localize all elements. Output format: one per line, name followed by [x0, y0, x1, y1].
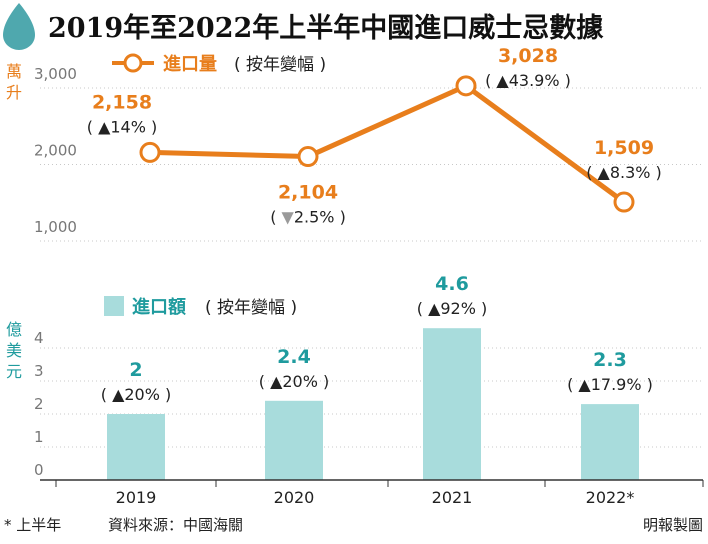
chart-title: 2019年至2022年上半年中國進口威士忌數據 [48, 12, 604, 44]
line-change-label: ( ▲43.9% ) [485, 71, 571, 90]
bar-legend-note: ( 按年變幅 ) [205, 298, 297, 318]
line-ytick-label: 1,000 [34, 218, 77, 236]
decrease-triangle-icon: ▼ [282, 208, 295, 227]
bar-value-label: 2 [129, 359, 142, 381]
footer-credit: 明報製圖 [643, 516, 703, 534]
bar-unit-char: 億 [6, 320, 22, 339]
bar-ytick-label: 3 [34, 362, 44, 380]
bar-value-label: 4.6 [435, 273, 469, 295]
bar-legend-label: 進口額 [132, 296, 186, 318]
line-value-label: 3,028 [498, 45, 558, 67]
bar-value-label: 2.4 [277, 346, 311, 368]
bar-ytick-label: 2 [34, 395, 44, 413]
line-unit-char: 萬 [6, 62, 22, 81]
line-legend-note: ( 按年變幅 ) [234, 55, 326, 75]
line-ytick-label: 3,000 [34, 65, 77, 83]
bar-unit-char: 元 [6, 362, 22, 381]
bar-unit-char: 美 [6, 341, 22, 360]
bar-change-label: ( ▲17.9% ) [567, 375, 653, 394]
line-change-label: ( ▲14% ) [87, 117, 158, 136]
line-series-path [149, 83, 626, 205]
bar-ytick-label: 4 [34, 329, 44, 347]
bar [423, 328, 481, 480]
line-legend-swatch-marker [123, 53, 143, 73]
line-legend-label: 進口量 [163, 53, 217, 75]
bar-change-label: ( ▲20% ) [101, 385, 172, 404]
drop-icon [3, 3, 35, 50]
bar-legend: 進口額 ( 按年變幅 ) [104, 296, 297, 318]
x-tick-label: 2020 [274, 488, 315, 507]
line-value-label: 2,158 [92, 91, 152, 113]
line-point [297, 146, 319, 168]
bar-ytick-label: 1 [34, 428, 44, 446]
x-tick-label: 2021 [432, 488, 473, 507]
line-value-label: 1,509 [594, 137, 654, 159]
line-ytick-label: 2,000 [34, 142, 77, 160]
bar-legend-swatch [104, 296, 124, 316]
line-point [455, 75, 477, 97]
bar-change-label: ( ▲20% ) [259, 372, 330, 391]
line-plot: 1,000 2,000 3,000 2,158 ( ▲14% ) 2,104 ( ▼2.5%… [34, 45, 703, 242]
bar [265, 400, 323, 480]
bar-change-label: ( ▲92% ) [417, 299, 488, 318]
x-tick-label: 2022* [586, 488, 635, 507]
line-change-label: ( ▲8.3% ) [586, 163, 662, 182]
bar [107, 414, 165, 480]
bar-value-label: 2.3 [593, 349, 627, 371]
line-point [613, 191, 635, 213]
line-value-label: 2,104 [278, 182, 338, 204]
x-tick-label: 2019 [116, 488, 157, 507]
line-legend: 進口量 ( 按年變幅 ) [112, 53, 326, 75]
footer-source: 資料來源：中國海關 [108, 516, 243, 534]
line-unit-char: 升 [6, 83, 22, 102]
bar [581, 404, 639, 480]
footer-note: * 上半年 [4, 516, 61, 534]
line-change-label: ( ▼2.5% ) [270, 208, 346, 227]
bar-plot: 0 1 2 3 4 2 ( ▲20% ) 2.4 ( ▲20% ) 4.6 ( ▲92% ) 2.3 (… [34, 273, 704, 507]
line-point [139, 141, 161, 163]
line-unit-label: 萬升 [6, 62, 22, 102]
bar-ytick-label: 0 [34, 461, 44, 479]
bar-unit-label: 億美元 [6, 320, 22, 381]
